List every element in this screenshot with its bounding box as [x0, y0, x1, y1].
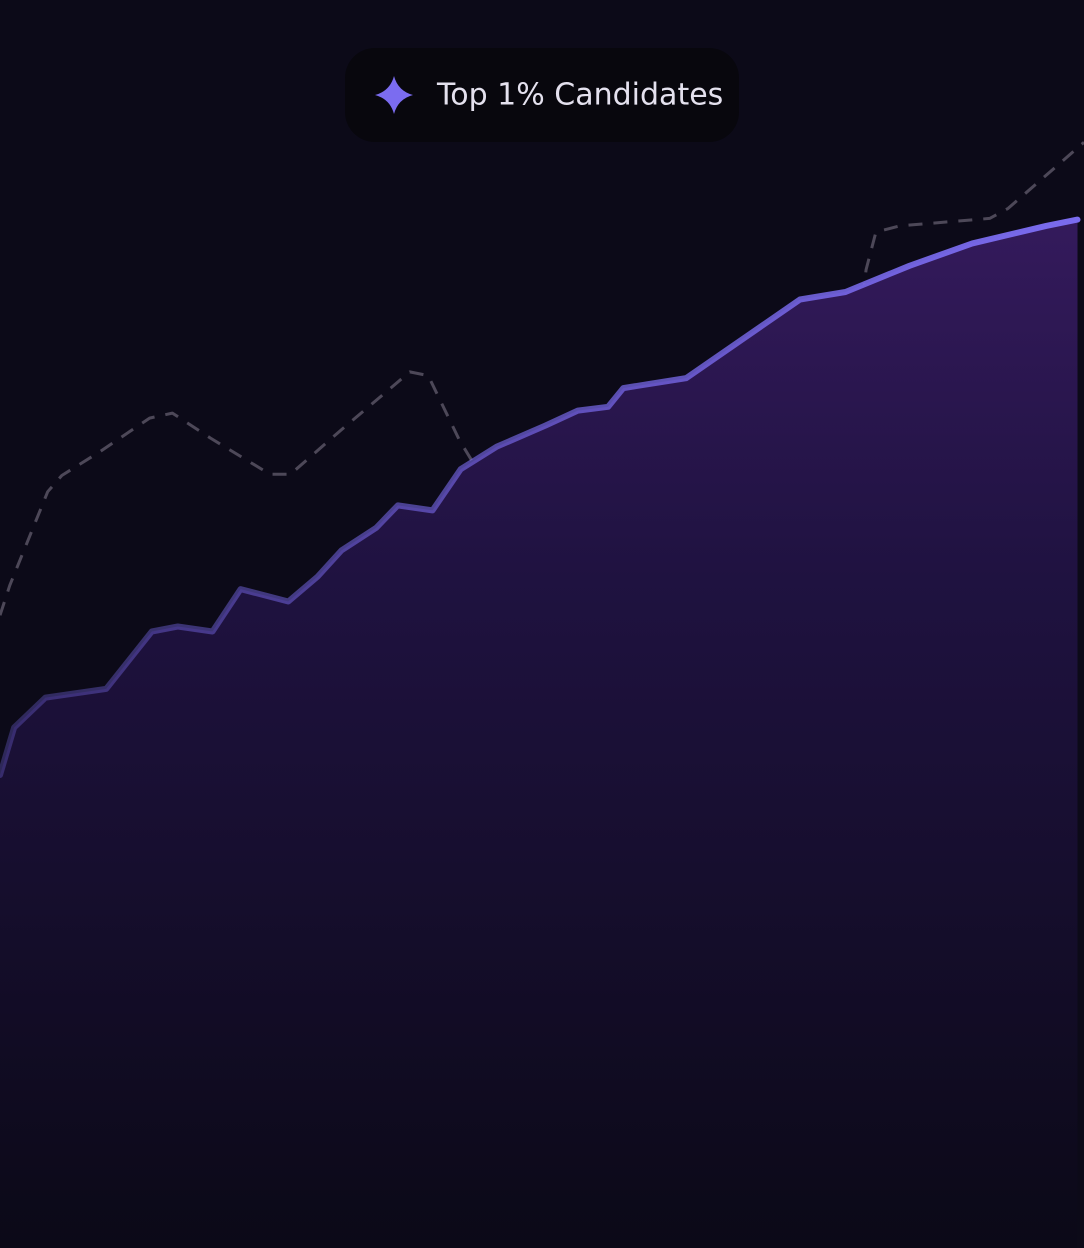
- plot: [0, 141, 1084, 1248]
- dashed-line: [0, 141, 1084, 616]
- area: [0, 219, 1078, 1248]
- sparkle-icon: [375, 76, 413, 114]
- badge-label: Top 1% Candidates: [436, 78, 723, 113]
- badge-box: [345, 48, 739, 142]
- badge: Top 1% Candidates: [345, 48, 739, 142]
- line: [0, 216, 1081, 778]
